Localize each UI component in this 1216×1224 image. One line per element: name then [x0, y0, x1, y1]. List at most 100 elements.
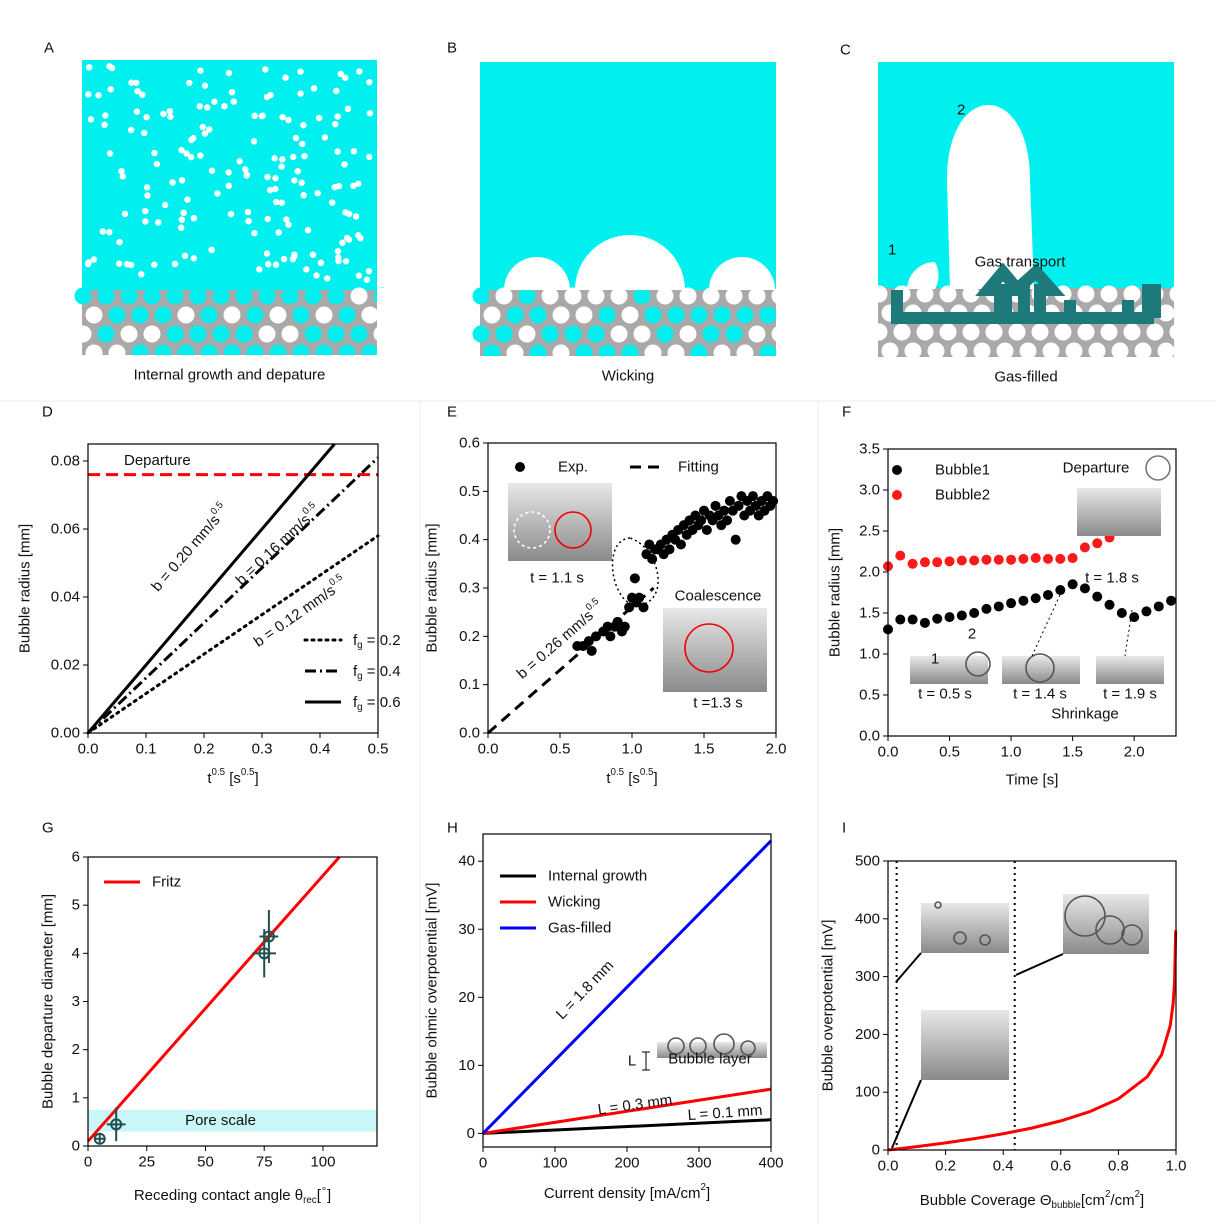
bubble — [86, 64, 92, 70]
y-tick-label: 200 — [855, 1026, 880, 1043]
pore — [109, 307, 126, 324]
bubble — [356, 272, 362, 278]
bubble — [301, 153, 307, 159]
pore — [680, 288, 697, 305]
legend-label-part: = 0.2 — [363, 632, 401, 649]
line — [88, 857, 339, 1141]
point — [1031, 593, 1041, 603]
inset-image — [1096, 656, 1164, 684]
bubble — [251, 230, 257, 236]
point — [895, 551, 905, 561]
legend-marker — [892, 465, 902, 475]
pore — [1055, 324, 1072, 341]
caption: Gas-filled — [994, 369, 1057, 386]
pore — [530, 307, 547, 324]
bubble — [297, 68, 303, 74]
x-tick-label: 0.5 — [939, 744, 960, 761]
point — [722, 515, 732, 525]
pore — [213, 326, 230, 343]
bubble — [122, 211, 128, 217]
point — [734, 501, 744, 511]
bubble — [225, 169, 231, 175]
x-axis-label: Time [s] — [1006, 772, 1059, 789]
point — [994, 555, 1004, 565]
pore — [588, 326, 605, 343]
annotation: Coalescence — [675, 588, 762, 605]
point — [620, 622, 630, 632]
bubble — [226, 70, 232, 76]
bubble — [279, 200, 285, 206]
bubble — [179, 216, 185, 222]
panel-letter: C — [840, 42, 851, 59]
y-tick-label: 0 — [467, 1125, 475, 1142]
legend-label: Gas-filled — [548, 920, 611, 937]
pore — [749, 326, 766, 343]
bubble — [245, 218, 251, 224]
y-tick-label: 30 — [458, 921, 475, 938]
x-tick-label: 1.0 — [1001, 744, 1022, 761]
x-tick-label: 1.5 — [1062, 744, 1083, 761]
bubble — [107, 150, 113, 156]
inset-image — [1002, 656, 1080, 684]
y-tick-label: 0.06 — [51, 521, 80, 538]
bubble — [334, 148, 340, 154]
pore — [121, 326, 138, 343]
figure: AInternal growth and depatureBWickingC12… — [0, 0, 1216, 1224]
pore — [986, 324, 1003, 341]
legend-label: fg = 0.6 — [353, 694, 401, 714]
legend-marker — [515, 462, 525, 472]
pore — [917, 324, 934, 341]
bubble — [335, 258, 341, 264]
pore — [98, 288, 115, 305]
x-tick-label: 2.0 — [766, 741, 787, 758]
caption: Internal growth and depature — [134, 367, 326, 384]
inset-image — [1077, 488, 1161, 536]
y-tick-label: 0.1 — [459, 676, 480, 693]
annotation: b = 0.12 mm/s0.5 — [249, 571, 350, 650]
point — [945, 612, 955, 622]
point — [1105, 600, 1115, 610]
annotation: L = 1.8 mm — [553, 957, 617, 1023]
bubble — [356, 68, 362, 74]
bubble — [291, 177, 297, 183]
bubble — [264, 250, 270, 256]
pore — [339, 307, 356, 324]
point — [1092, 592, 1102, 602]
bubble — [297, 90, 303, 96]
y-tick-label: 0.2 — [459, 628, 480, 645]
y-tick-label: 100 — [855, 1084, 880, 1101]
y-tick-label: 2.5 — [859, 523, 880, 540]
y-tick-label: 0.4 — [459, 531, 480, 548]
y-tick-label: 0.0 — [459, 725, 480, 742]
point — [1006, 555, 1016, 565]
x-tick-label: 0.3 — [252, 741, 273, 758]
pore — [1147, 324, 1164, 341]
x-axis-label: t0.5 [s0.5] — [207, 767, 258, 787]
pore — [507, 307, 524, 324]
bubble — [141, 130, 147, 136]
bubble — [290, 154, 296, 160]
y-tick-label: 0.0 — [859, 728, 880, 745]
pore — [328, 326, 345, 343]
bubble — [333, 88, 339, 94]
annotation: t =1.3 s — [693, 695, 743, 712]
legend: Fritz — [104, 874, 181, 891]
bubble — [267, 92, 273, 98]
annotation: Departure — [1063, 460, 1130, 477]
point — [1117, 608, 1127, 618]
x-tick-label: 0.1 — [136, 741, 157, 758]
bubble — [265, 261, 271, 267]
pointer — [1016, 954, 1063, 975]
panel-letter: F — [842, 404, 851, 421]
pointer — [1032, 595, 1060, 656]
pore — [305, 326, 322, 343]
bubble — [209, 168, 215, 174]
annotation: t = 1.4 s — [1013, 686, 1067, 703]
bubble — [318, 260, 324, 266]
annotation: t = 0.5 s — [918, 686, 972, 703]
pore — [282, 288, 299, 305]
pore — [305, 288, 322, 305]
bubble — [343, 258, 349, 264]
point — [1018, 596, 1028, 606]
point — [908, 559, 918, 569]
